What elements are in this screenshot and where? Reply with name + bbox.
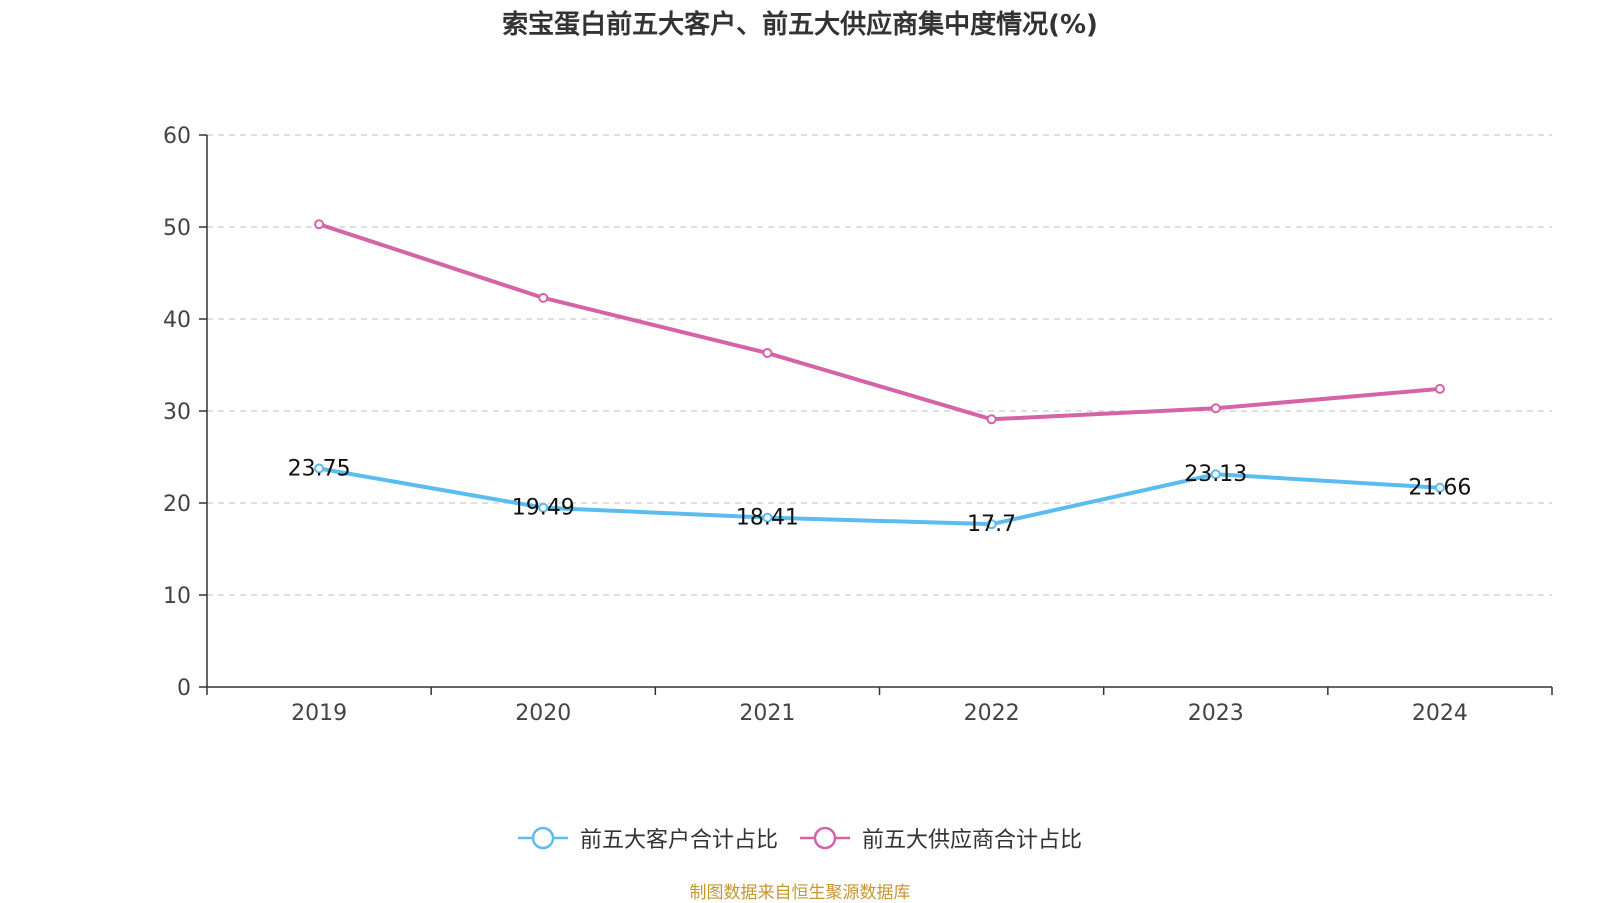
- series-line-1: [318, 222, 1441, 422]
- x-tick-label: 2023: [1188, 701, 1244, 726]
- legend-marker-suppliers: [800, 826, 850, 850]
- legend-label-customers: 前五大客户合计占比: [579, 828, 778, 853]
- data-point: [1210, 403, 1221, 414]
- data-point: [538, 292, 549, 303]
- series-lines: [314, 219, 1445, 530]
- x-tick-label: 2024: [1412, 701, 1468, 726]
- source-note: 制图数据来自恒生聚源数据库: [689, 883, 911, 903]
- y-tick-label: 20: [163, 492, 191, 517]
- y-tick-label: 50: [163, 216, 191, 241]
- data-point: [1210, 469, 1221, 480]
- legend-item-customers[interactable]: 前五大客户合计占比: [517, 822, 778, 854]
- y-tick-label: 30: [163, 400, 191, 425]
- data-label: 19.49: [512, 496, 575, 521]
- data-label: 17.7: [967, 512, 1016, 537]
- data-point: [538, 502, 549, 513]
- data-point: [314, 219, 325, 230]
- x-tick-label: 2019: [291, 701, 347, 726]
- data-label: 18.41: [736, 506, 799, 531]
- data-point: [986, 519, 997, 530]
- x-tick-label: 2020: [515, 701, 571, 726]
- y-tick-label: 40: [163, 308, 191, 333]
- data-point: [986, 414, 997, 425]
- data-label: 23.13: [1184, 462, 1247, 487]
- data-point: [314, 463, 325, 474]
- legend-label-suppliers: 前五大供应商合计占比: [862, 828, 1083, 853]
- data-point: [762, 348, 773, 359]
- chart-title: 索宝蛋白前五大客户、前五大供应商集中度情况(%): [502, 10, 1098, 40]
- legend-marker-customers: [517, 826, 568, 850]
- x-tick-label: 2022: [964, 701, 1020, 726]
- axes: 0 10 20 30 40 50 60 2019 2020 2021 2022 2023 2024: [163, 124, 1553, 726]
- grid-lines: [207, 134, 1552, 596]
- legend: 前五大客户合计占比 前五大供应商合计占比: [0, 822, 1600, 854]
- x-tick-label: 2021: [739, 701, 795, 726]
- data-labels: 23.75 19.49 18.41 17.7 23.13 21.66: [288, 457, 1472, 538]
- data-label: 23.75: [288, 457, 351, 482]
- data-point: [1434, 482, 1445, 493]
- y-tick-label: 0: [177, 676, 191, 701]
- y-tick-label: 10: [163, 584, 191, 609]
- legend-item-suppliers[interactable]: 前五大供应商合计占比: [800, 822, 1082, 854]
- data-point: [762, 512, 773, 523]
- series-line-0: [318, 466, 1441, 527]
- y-tick-label: 60: [163, 124, 191, 149]
- data-point: [1434, 383, 1445, 394]
- data-label: 21.66: [1408, 476, 1471, 501]
